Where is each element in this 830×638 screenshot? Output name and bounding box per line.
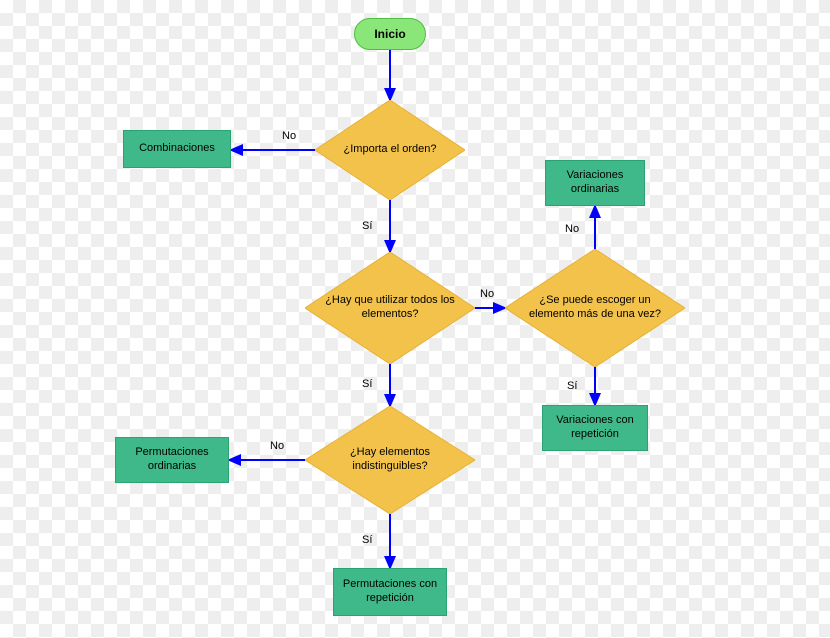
- edge-label-d_todos-d_masvez: No: [480, 288, 494, 300]
- node-result-variaciones-repeticion-label: Variaciones con repetición: [543, 414, 647, 442]
- edge-label-d_indist-r_perm_rep: Sí: [362, 534, 372, 546]
- node-decision-todos: ¿Hay que utilizar todos los elementos?: [305, 252, 475, 364]
- edge-label-d_todos-d_indist: Sí: [362, 378, 372, 390]
- node-result-variaciones-repeticion: Variaciones con repetición: [542, 405, 648, 451]
- node-start: Inicio: [354, 18, 426, 50]
- node-decision-indist: ¿Hay elementos indistinguibles?: [305, 406, 475, 514]
- node-decision-orden: ¿Importa el orden?: [315, 100, 465, 200]
- node-result-combinaciones-label: Combinaciones: [139, 142, 215, 156]
- edge-label-d_orden-d_todos: Sí: [362, 220, 372, 232]
- node-decision-masvez: ¿Se puede escoger un elemento más de una…: [505, 249, 685, 367]
- node-result-permutaciones-repeticion: Permutaciones con repetición: [333, 568, 447, 616]
- node-decision-masvez-label: ¿Se puede escoger un elemento más de una…: [525, 294, 665, 322]
- edge-label-d_indist-r_perm_ord: No: [270, 440, 284, 452]
- edge-label-d_masvez-r_var_rep: Sí: [567, 380, 577, 392]
- node-result-combinaciones: Combinaciones: [123, 130, 231, 168]
- edge-label-d_masvez-r_var_ord: No: [565, 223, 579, 235]
- node-result-permutaciones-repeticion-label: Permutaciones con repetición: [334, 578, 446, 606]
- node-start-label: Inicio: [374, 27, 405, 42]
- flowchart-stage: Inicio ¿Importa el orden? ¿Hay que utili…: [0, 0, 830, 638]
- node-result-variaciones-ordinarias-label: Variaciones ordinarias: [546, 169, 644, 197]
- node-result-variaciones-ordinarias: Variaciones ordinarias: [545, 160, 645, 206]
- edge-label-d_orden-r_combinaciones: No: [282, 130, 296, 142]
- node-result-permutaciones-ordinarias-label: Permutaciones ordinarias: [116, 446, 228, 474]
- node-decision-orden-label: ¿Importa el orden?: [344, 143, 437, 157]
- node-result-permutaciones-ordinarias: Permutaciones ordinarias: [115, 437, 229, 483]
- node-decision-indist-label: ¿Hay elementos indistinguibles?: [325, 446, 455, 474]
- node-decision-todos-label: ¿Hay que utilizar todos los elementos?: [325, 294, 455, 322]
